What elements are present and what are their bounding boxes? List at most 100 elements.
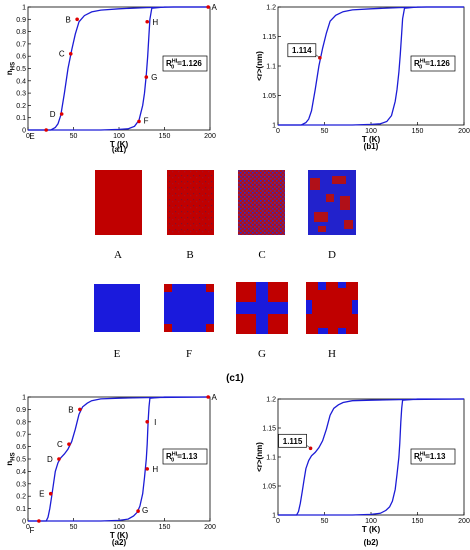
data-point-B	[75, 17, 79, 22]
chart-a2: 0 50 100 150 200 0 0.1 0.2 0.3 0.4 0.5 0.6 0.7 0.8 0.9…	[5, 393, 218, 547]
y-tick-label: 0	[22, 128, 26, 135]
y-tick-label: 0	[22, 519, 26, 526]
series-line-2	[278, 6, 464, 126]
y-tick-label: 1.2	[266, 397, 276, 404]
series-line-1	[28, 6, 210, 131]
y-tick-label: 0.2	[16, 494, 26, 501]
point-label-A: A	[212, 393, 218, 402]
parameter-box	[410, 448, 456, 465]
parameter-annotation: RHL 0 =1.126	[414, 59, 450, 71]
point-label-F: F	[144, 116, 149, 125]
data-point-B	[78, 407, 82, 412]
y-tick-label: 1.15	[262, 426, 276, 433]
point-label-E: E	[39, 490, 44, 499]
parameter-annotation: RHL 0 =1.126	[166, 59, 202, 71]
snapshot-label: F	[186, 348, 192, 360]
series-line-1	[278, 398, 465, 516]
y-tick-label: 0.7	[16, 41, 26, 48]
series-line-1	[28, 396, 211, 522]
y-tick-label: 0.9	[16, 407, 26, 414]
panel-caption: (a2)	[112, 538, 127, 547]
snapshot-label: A	[114, 249, 122, 261]
y-tick-label: 0.1	[16, 115, 26, 122]
y-tick-label: 0.8	[16, 419, 26, 426]
y-tick-label: 0.5	[16, 66, 26, 73]
snapshot-c: C	[238, 170, 285, 261]
chart-b1: 0 50 100 150 200 1 1.05 1.1 1.15 1.2 1.114 RHL 0 =1.1…	[255, 5, 470, 152]
y-tick-label: 0.6	[16, 444, 26, 451]
x-tick-label: 200	[204, 524, 216, 531]
data-point-E	[44, 128, 48, 132]
x-tick-label: 0	[26, 524, 30, 531]
y-tick-label: 0.1	[16, 506, 26, 513]
chart-a1: 0 50 100 150 200 0 0.1 0.2 0.3 0.4 0.5 0.6 0.7 0.8 0.9…	[5, 3, 218, 154]
callout-value: 1.115	[283, 437, 303, 446]
x-tick-label: 150	[412, 518, 424, 525]
data-point-C	[67, 442, 71, 446]
y-tick-label: 0.3	[16, 481, 26, 488]
x-tick-label: 200	[204, 133, 216, 140]
point-label-D: D	[50, 110, 56, 119]
y-tick-label: 0.6	[16, 54, 26, 61]
x-tick-label: 200	[458, 128, 470, 135]
data-point-I	[145, 420, 150, 424]
data-point-A	[206, 5, 210, 9]
data-point-D	[57, 457, 61, 461]
y-axis-label: <r>(nm)	[255, 442, 264, 472]
parameter-annotation: RHL 0 =1.13	[166, 452, 198, 464]
data-point-G	[136, 509, 140, 513]
x-tick-label: 50	[70, 524, 78, 531]
x-axis-label: T (K)	[362, 525, 381, 534]
y-axis-label: nHS	[5, 62, 17, 75]
parameter-box	[162, 448, 208, 465]
x-tick-label: 150	[159, 524, 171, 531]
y-tick-label: 1.15	[262, 34, 276, 41]
y-tick-label: 1.1	[266, 455, 276, 462]
data-point-F	[37, 519, 41, 523]
y-tick-label: 1	[22, 5, 26, 12]
point-label-C: C	[59, 50, 65, 59]
y-tick-label: 0.7	[16, 432, 26, 439]
point-label-I: I	[154, 418, 156, 427]
y-tick-label: 0.4	[16, 469, 26, 476]
x-axis-label: T (K)	[110, 140, 129, 149]
parameter-box	[410, 55, 456, 72]
snapshot-caption: (c1)	[226, 373, 244, 384]
y-tick-label: 0.3	[16, 91, 26, 98]
callout-leader	[315, 54, 321, 58]
snapshot-label: C	[258, 249, 265, 261]
y-tick-label: 1	[272, 123, 276, 130]
data-point-F	[137, 119, 141, 124]
panel-caption: (b2)	[364, 538, 379, 547]
x-tick-label: 50	[70, 133, 78, 140]
y-tick-label: 1	[272, 513, 276, 520]
y-tick-label: 1	[22, 395, 26, 402]
y-tick-label: 0.4	[16, 78, 26, 85]
point-label-B: B	[65, 15, 70, 24]
x-tick-label: 200	[458, 518, 470, 525]
x-tick-label: 150	[412, 128, 424, 135]
point-label-C: C	[57, 440, 63, 449]
callout-leader	[306, 445, 311, 449]
data-point-H	[145, 19, 150, 24]
panel-caption: (a1)	[112, 145, 127, 154]
y-axis-label: <r>(nm)	[255, 51, 264, 81]
data-point-C	[68, 51, 73, 56]
y-tick-label: 1.1	[266, 64, 276, 71]
series-line-2	[28, 6, 210, 131]
snapshot-b: B	[167, 170, 214, 261]
x-tick-label: 0	[276, 128, 280, 135]
x-tick-label: 50	[321, 518, 329, 525]
x-tick-label: 100	[113, 524, 125, 531]
point-label-D: D	[47, 455, 53, 464]
x-axis-label: T (K)	[362, 135, 381, 144]
series-line-2	[278, 398, 464, 516]
snapshot-g: G	[236, 282, 288, 360]
x-tick-label: 50	[321, 128, 329, 135]
point-label-G: G	[142, 506, 148, 515]
y-tick-label: 0.5	[16, 457, 26, 464]
point-label-F: F	[30, 526, 35, 535]
snapshot-e: E	[94, 284, 140, 360]
snapshot-h: H	[306, 282, 358, 360]
